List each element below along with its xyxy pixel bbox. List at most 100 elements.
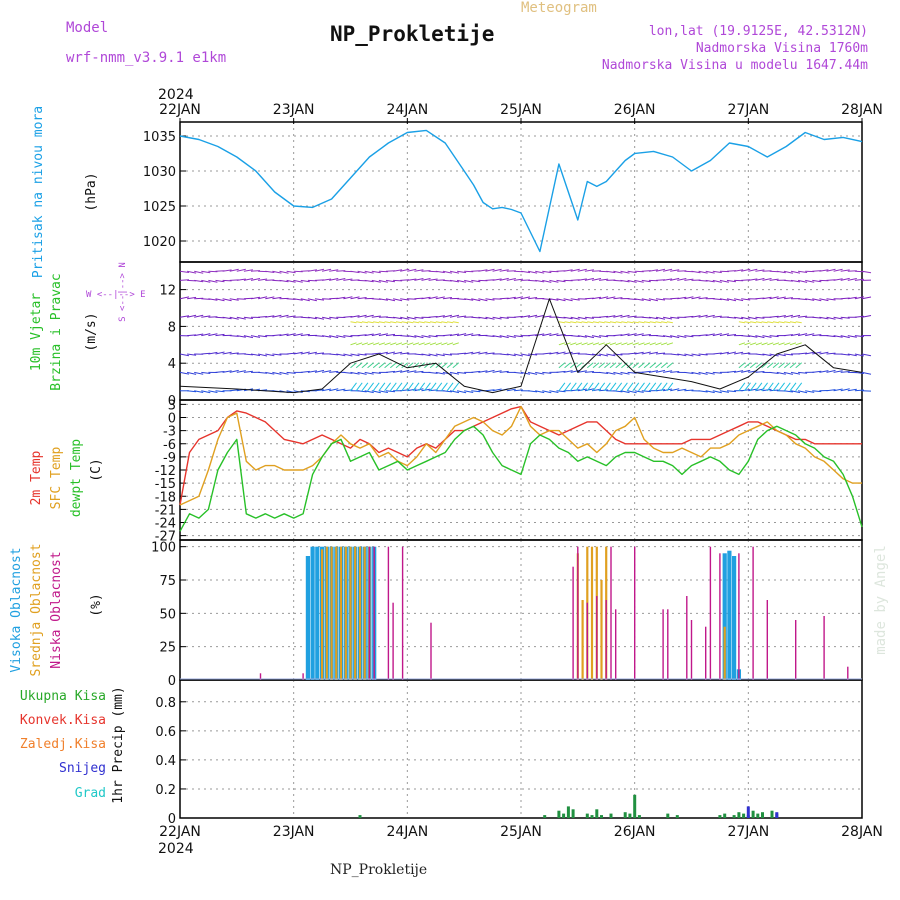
wind-barb <box>840 335 850 339</box>
precip-bar <box>358 815 362 818</box>
wind-barb <box>215 333 225 337</box>
wind-barb <box>243 278 254 281</box>
wind-panel-name-2: Brzina i Pravac <box>49 273 64 390</box>
wind-barb <box>499 353 509 356</box>
precip-bar <box>637 815 641 818</box>
wind-barb-strong <box>649 382 657 392</box>
wind-barb-strong <box>621 382 628 392</box>
wind-barb <box>250 278 261 281</box>
wind-barb-strong <box>621 362 628 369</box>
wind-barb <box>634 279 644 283</box>
wind-barb <box>769 389 779 392</box>
wind-barb-strong <box>435 321 442 324</box>
wind-barb <box>527 371 538 375</box>
wind-barb <box>797 279 808 283</box>
cloud-bar <box>401 546 404 680</box>
y-tick-label: 0 <box>168 674 176 689</box>
cloud-bar <box>738 553 740 680</box>
wind-barb <box>805 333 815 337</box>
wind-barb <box>783 390 793 393</box>
wind-barb <box>591 335 602 338</box>
wind-barb <box>719 390 729 393</box>
wind-barb-strong <box>632 342 639 346</box>
wind-barb <box>627 279 637 283</box>
wind-barb <box>257 296 268 300</box>
temp-panel-name-2: SFC Temp <box>49 447 64 510</box>
wind-barb <box>783 297 793 300</box>
wind-barb <box>563 298 573 302</box>
wind-barb <box>719 279 730 283</box>
wind-barb <box>400 335 410 337</box>
wind-barb <box>726 390 737 393</box>
wind-barb <box>641 370 651 373</box>
wind-barb <box>357 390 367 393</box>
y-tick-label: -3 <box>163 425 176 440</box>
wind-barb <box>322 370 332 373</box>
wind-barb-strong <box>789 342 797 346</box>
wind-barb <box>378 279 389 283</box>
wind-barb <box>300 370 310 373</box>
wind-barb <box>748 268 758 272</box>
precip-bar <box>633 794 637 818</box>
wind-barb <box>698 279 708 282</box>
x-tick-label-bottom: 23JAN <box>273 824 315 840</box>
wind-barb <box>407 335 417 338</box>
precip-bar <box>737 812 741 818</box>
wind-barb <box>421 278 431 281</box>
wind-barb <box>854 278 864 281</box>
wind-barb <box>208 351 218 355</box>
wind-barb <box>826 369 836 373</box>
wind-barb <box>222 351 232 355</box>
wind-barb-strong <box>649 342 656 346</box>
wind-barb <box>620 314 630 318</box>
wind-barb <box>250 296 261 300</box>
wind-barb <box>698 314 708 318</box>
panel-frame-precip <box>179 679 863 819</box>
wind-barb <box>272 371 282 375</box>
cloud-bar <box>363 546 366 680</box>
wind-barb <box>428 316 438 318</box>
wind-barb <box>705 390 715 394</box>
wind-barb-strong <box>761 382 768 392</box>
wind-barb-strong <box>401 382 409 392</box>
wind-barb <box>840 297 850 300</box>
wind-barb <box>677 296 687 300</box>
wind-barb <box>741 316 751 320</box>
wind-barb <box>670 371 680 373</box>
precip-bar <box>666 813 670 818</box>
wind-barb-strong <box>581 342 588 346</box>
wind-barb <box>542 352 552 355</box>
wind-barb <box>343 371 353 374</box>
x-tick-label-bottom: 24JAN <box>386 824 428 840</box>
wind-barb <box>485 369 495 373</box>
wind-barb <box>236 278 246 281</box>
wind-barb-strong <box>446 382 454 392</box>
wind-barb <box>627 298 637 300</box>
wind-barb-strong <box>384 382 392 392</box>
cloud-bar <box>310 546 315 680</box>
wind-barb <box>215 371 225 373</box>
wind-barb <box>719 298 729 301</box>
precip-legend-1: Konvek.Kisa <box>20 713 106 728</box>
temp-unit: (C) <box>89 458 104 481</box>
wind-barb <box>663 370 673 373</box>
wind-barb-strong <box>604 342 611 346</box>
wind-barb-strong <box>581 321 588 324</box>
wind-barb <box>613 314 623 318</box>
wind-barb-strong <box>598 382 606 392</box>
wind-barb-strong <box>406 382 414 392</box>
wind-barb <box>584 297 594 300</box>
temp-panel-name-3: dewpt Temp <box>69 439 84 517</box>
wind-barb-strong <box>424 342 431 346</box>
wind-barb-strong <box>440 382 448 392</box>
wind-barb <box>208 270 218 273</box>
wind-barb-strong <box>666 362 674 369</box>
wind-barb-strong <box>355 362 363 369</box>
wind-barb <box>748 335 758 338</box>
wind-barb-strong <box>749 382 757 392</box>
wind-barb <box>520 296 531 300</box>
wind-barb <box>670 269 680 272</box>
wind-barb-strong <box>660 382 668 392</box>
wind-barb <box>435 315 445 318</box>
cloud-bar <box>690 620 693 680</box>
